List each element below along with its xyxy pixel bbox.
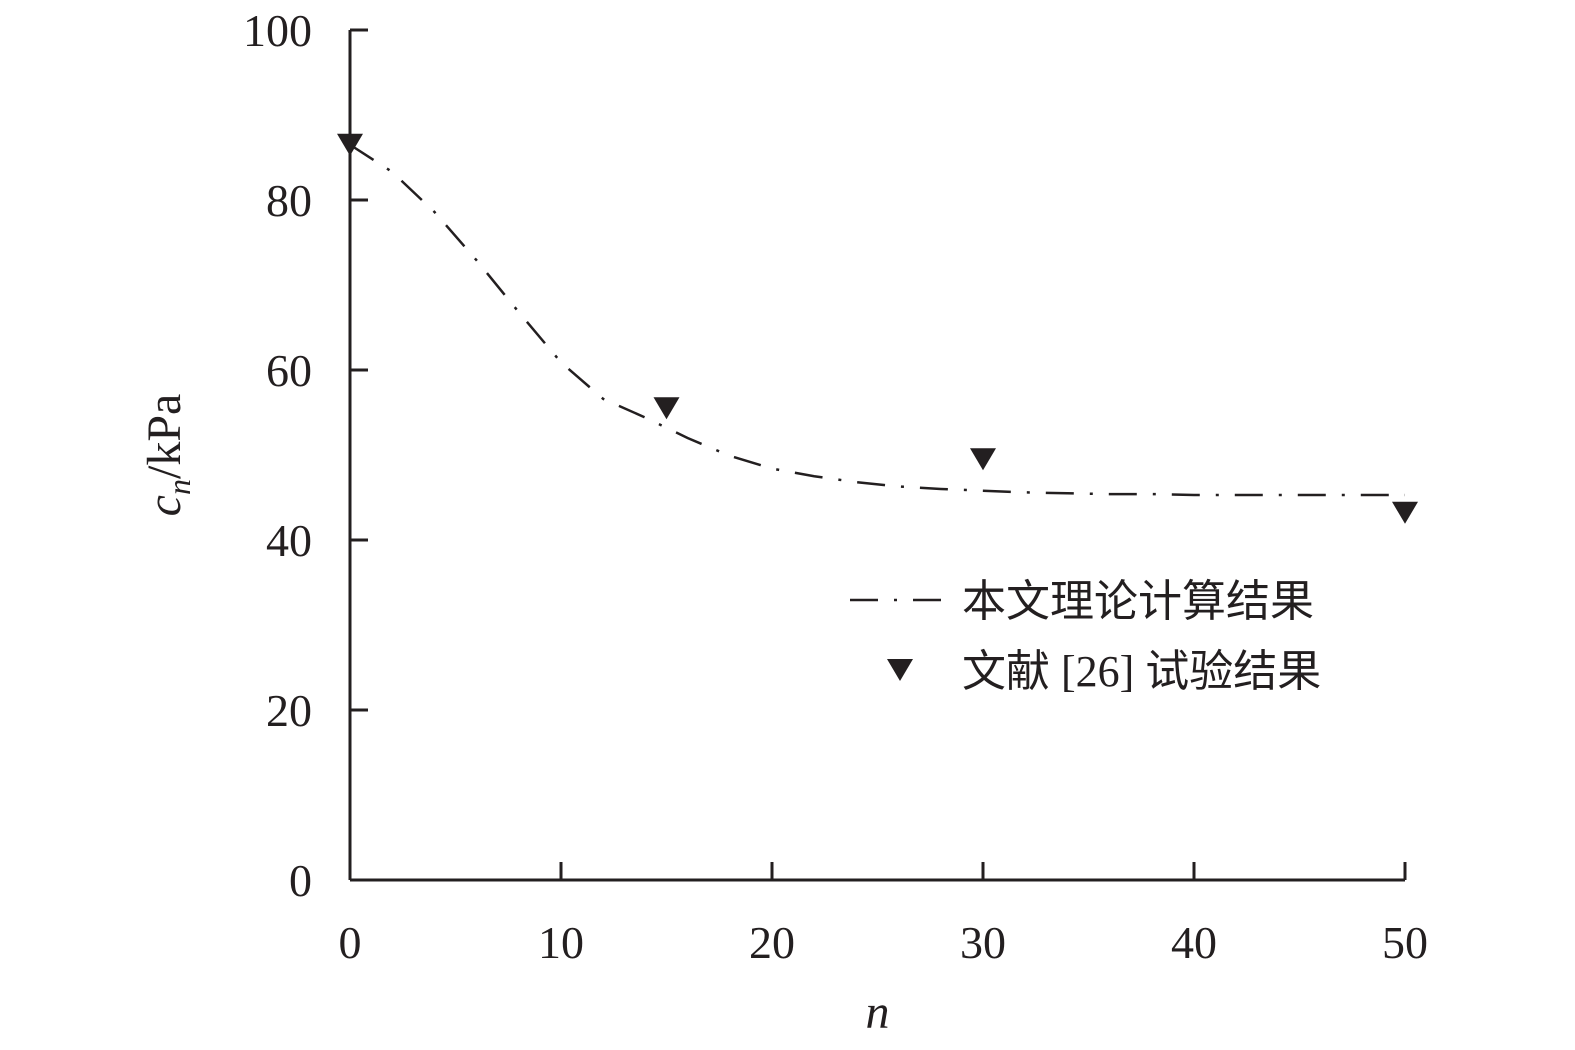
series-line-theory: [349, 143, 1405, 497]
data-point-experiment: [1392, 501, 1418, 524]
y-tick-label: 40: [266, 515, 312, 566]
data-point-experiment: [970, 448, 996, 471]
legend-label: 本文理论计算结果: [962, 577, 1314, 626]
y-tick-label: 100: [243, 5, 312, 56]
x-tick-label: 20: [749, 917, 795, 968]
y-axis-title-subscript: n: [161, 479, 197, 495]
x-tick-label: 10: [538, 917, 584, 968]
x-tick-label: 50: [1382, 917, 1428, 968]
y-axis-title-base: c: [138, 495, 191, 516]
y-tick-label: 0: [289, 855, 312, 906]
y-axis: 0 20 40 60 80 100: [243, 5, 368, 906]
y-axis-title: cn/kPa: [138, 394, 197, 517]
legend-swatch-experiment: [887, 659, 913, 681]
series-layer: [337, 133, 1418, 524]
x-tick-label: 0: [339, 917, 362, 968]
x-axis-title: n: [866, 986, 890, 1039]
x-tick-label: 30: [960, 917, 1006, 968]
x-tick-label: 40: [1171, 917, 1217, 968]
y-axis-title-suffix: /kPa: [138, 394, 191, 479]
data-point-experiment: [337, 133, 363, 156]
y-tick-label: 60: [266, 345, 312, 396]
legend-label: 文献 [26] 试验结果: [962, 647, 1321, 696]
y-tick-label: 20: [266, 685, 312, 736]
y-tick-label: 80: [266, 175, 312, 226]
data-point-experiment: [653, 397, 680, 420]
x-axis: 0 10 20 30 40 50: [339, 862, 1428, 968]
